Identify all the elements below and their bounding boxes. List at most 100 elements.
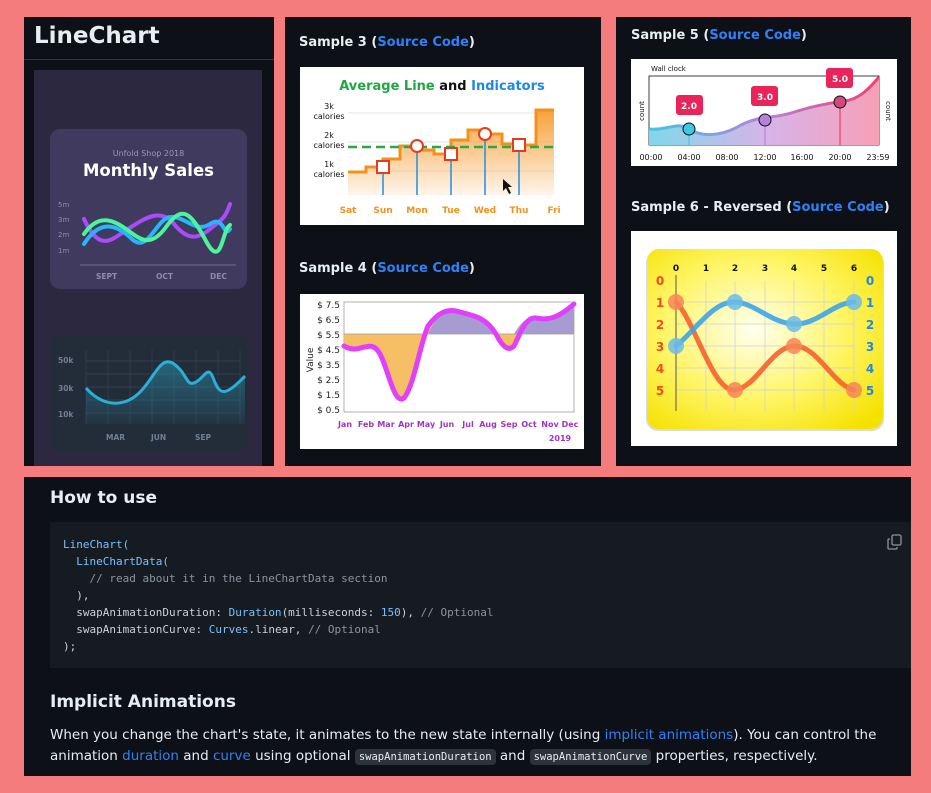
y-label: calories [313, 112, 344, 121]
x-tick: SEP [195, 433, 212, 442]
x-tick: MAR [106, 433, 125, 442]
x-tick: SEPT [96, 272, 118, 281]
series-line [341, 301, 577, 402]
duration-link[interactable]: duration [122, 748, 179, 764]
area-fill [649, 77, 879, 145]
right-tick: 3 [866, 340, 874, 354]
x-label: Thu [510, 206, 529, 216]
x-tick: 20:00 [828, 153, 851, 162]
data-point [786, 316, 802, 332]
right-tick: 2 [866, 318, 874, 332]
sample3-chart: Average Line and Indicators 3k calories … [313, 79, 560, 216]
monthly-sales-card: Unfold Shop 2018 Monthly Sales 5m 3m 2m … [50, 129, 247, 289]
right-axis-label: count [884, 101, 892, 121]
left-tick: 1 [656, 296, 664, 310]
right-tick: 1 [866, 296, 874, 310]
x-tick: Sep [501, 420, 518, 429]
inline-code: swapAnimationDuration [354, 749, 496, 765]
inline-code: swapAnimationCurve [529, 749, 652, 765]
x-label: Sat [340, 206, 358, 216]
right-tick: 4 [866, 362, 874, 376]
x-label: Fri [547, 206, 560, 216]
y-axis-label: Value [306, 347, 316, 372]
shop-label: Unfold Shop 2018 [112, 149, 185, 158]
top-tick: 1 [703, 264, 709, 274]
data-point [846, 294, 862, 310]
mouse-cursor-icon [503, 179, 512, 194]
right-tick: 0 [866, 274, 874, 288]
y-label: 2k [324, 131, 334, 140]
data-point [846, 382, 862, 398]
indicator-marker [758, 113, 772, 127]
y-label: 1k [324, 160, 334, 169]
x-label: Tue [442, 206, 460, 216]
value-badge [826, 68, 853, 88]
x-tick: Jul [461, 420, 474, 429]
x-tick: Apr [398, 420, 414, 429]
sample5-source-link[interactable]: Source Code [709, 28, 801, 43]
data-point [727, 382, 743, 398]
x-label: Wed [474, 206, 496, 216]
phone-mockup: Unfold Shop 2018 Monthly Sales 5m 3m 2m … [34, 70, 262, 466]
x-tick: Dec [562, 420, 579, 429]
sample6-chart-frame: 0 1 2 3 4 5 6 0 1 2 3 4 5 0 1 2 3 4 5 [631, 231, 897, 446]
sample4-heading: Sample 4 (Source Code) [299, 261, 475, 276]
left-axis-label: count [638, 101, 646, 121]
badge-label: 3.0 [757, 93, 773, 103]
sample4-chart-frame: Value $ 7.5 $ 6.5 $ 5.5 $ 4.5 $ 3.5 $ 2.… [300, 294, 584, 449]
value-badge [676, 95, 703, 115]
y-tick: 5m [58, 201, 69, 209]
top-tick: 0 [673, 264, 679, 274]
title-divider [24, 59, 274, 60]
sample6-source-link[interactable]: Source Code [792, 200, 884, 215]
sample5-heading: Sample 5 (Source Code) [631, 28, 807, 43]
y-tick: $ 0.5 [317, 406, 340, 416]
implicit-animations-heading: Implicit Animations [50, 692, 236, 712]
indicator-marker [512, 138, 526, 152]
data-point [727, 294, 743, 310]
x-label: Sun [373, 206, 392, 216]
implicit-animations-text: When you change the chart's state, it an… [50, 727, 877, 765]
series-line [84, 360, 247, 405]
series-line [673, 299, 857, 349]
top-tick: 2 [732, 264, 738, 274]
sample3-source-link[interactable]: Source Code [377, 35, 469, 50]
card-title: Monthly Sales [83, 161, 214, 180]
x-tick: Mar [377, 420, 394, 429]
value-badge [751, 86, 778, 106]
copy-icon[interactable] [887, 534, 903, 550]
series-line [82, 211, 232, 254]
chart-title: Average Line and Indicators [339, 79, 545, 94]
page-title: LineChart [34, 23, 160, 49]
monthly-sales-chart: 5m 3m 2m 1m SEPT OCT DEC [58, 201, 236, 281]
implicit-animations-link[interactable]: implicit animations [604, 727, 734, 743]
x-tick: JUN [150, 433, 166, 442]
indicator-marker [410, 139, 424, 153]
sample4-source-link[interactable]: Source Code [377, 261, 469, 276]
x-tick: 12:00 [753, 153, 776, 162]
code-block: LineChart( LineChartData( // read about … [50, 522, 911, 668]
y-label: calories [313, 170, 344, 179]
left-tick: 0 [656, 274, 664, 288]
y-tick: $ 3.5 [317, 361, 340, 371]
data-point [668, 338, 684, 354]
y-tick: $ 2.5 [317, 376, 340, 386]
year-label: 2019 [549, 434, 572, 443]
code-text: LineChart( LineChartData( // read about … [63, 538, 494, 653]
top-label: Wall clock [651, 65, 687, 73]
below-fill [428, 304, 574, 334]
top-tick: 5 [821, 264, 827, 274]
badge-label: 2.0 [681, 102, 697, 112]
area-chart-card: 50k 30k 10k MAR JUN SEP [50, 336, 247, 451]
y-tick: $ 7.5 [317, 301, 340, 311]
curve-link[interactable]: curve [212, 748, 251, 764]
x-tick: May [417, 420, 436, 429]
x-tick: Feb [358, 420, 375, 429]
badge-label: 5.0 [832, 75, 848, 85]
area-fill [86, 361, 245, 424]
sample6-heading: Sample 6 - Reversed (Source Code) [631, 200, 890, 215]
sample3-heading: Sample 3 (Source Code) [299, 35, 475, 50]
indicator-marker [833, 95, 847, 109]
top-tick: 6 [851, 264, 857, 274]
indicator-marker [444, 147, 458, 161]
